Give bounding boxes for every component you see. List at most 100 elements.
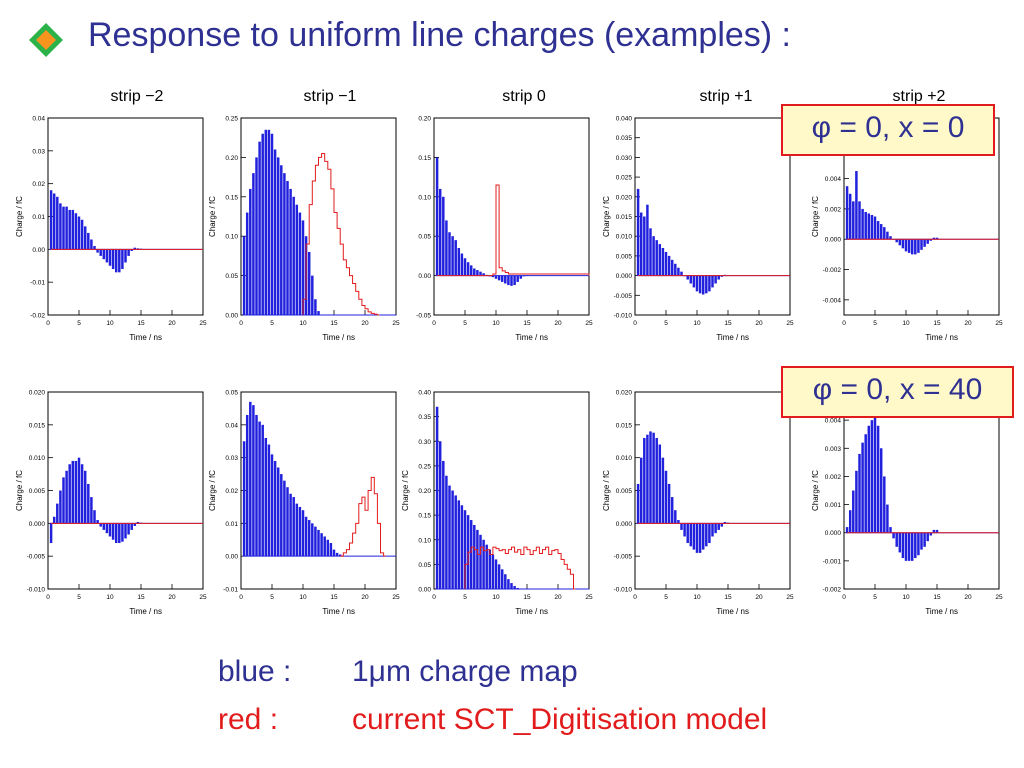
blue-bar <box>317 529 320 557</box>
x-tick-label: 20 <box>361 594 369 601</box>
blue-bar <box>876 221 880 240</box>
y-tick-label: 0.035 <box>616 135 633 142</box>
y-axis-label: Charge / fC <box>15 196 24 237</box>
y-axis-label: Charge / fC <box>401 470 410 511</box>
y-tick-label: 0.040 <box>616 116 633 123</box>
blue-bar <box>926 532 929 542</box>
y-tick-label: 0.40 <box>418 390 431 397</box>
blue-bar <box>68 464 71 524</box>
blue-bar <box>445 220 448 276</box>
blue-bar <box>307 251 311 315</box>
blue-bar <box>314 299 317 315</box>
x-tick-label: 0 <box>842 320 846 327</box>
blue-bar <box>646 434 649 524</box>
x-tick-label: 10 <box>299 594 307 601</box>
x-tick-label: 5 <box>664 594 668 601</box>
blue-bar <box>901 239 905 249</box>
x-tick-label: 15 <box>933 320 941 327</box>
blue-bar <box>469 520 473 589</box>
blue-bar <box>111 249 115 270</box>
blue-bar <box>99 249 102 256</box>
blue-bar <box>105 523 109 534</box>
blue-bar <box>261 424 264 557</box>
x-tick-label: 5 <box>463 320 467 327</box>
blue-bar <box>454 495 457 589</box>
x-tick-label: 5 <box>77 594 81 601</box>
blue-bar <box>889 527 892 533</box>
blue-bar <box>855 470 858 533</box>
blue-bar <box>280 165 283 315</box>
blue-bar <box>910 239 914 255</box>
blue-bar <box>435 406 439 589</box>
blue-bar <box>74 460 78 524</box>
y-tick-label: -0.005 <box>614 293 633 300</box>
legend-red-desc: current SCT_Digitisation model <box>352 703 768 736</box>
y-tick-label: 0.010 <box>29 455 46 462</box>
histogram-panel-8: -0.010 -0.005 0.000 0.005 0.010 0.015 0.020 0 5 1… <box>602 390 794 617</box>
blue-bar <box>636 188 640 276</box>
y-tick-label: 0.00 <box>225 313 238 320</box>
blue-bar <box>261 133 264 315</box>
blue-bar <box>664 251 668 276</box>
blue-bar <box>655 437 658 524</box>
y-tick-label: 0.01 <box>32 214 45 221</box>
y-tick-label: 0.01 <box>225 521 238 528</box>
y-axis-label: Charge / fC <box>208 196 217 237</box>
blue-bar <box>482 539 485 589</box>
blue-bar <box>652 432 655 524</box>
x-tick-label: 5 <box>664 320 668 327</box>
blue-bar <box>130 523 133 530</box>
blue-bar <box>283 173 286 315</box>
blue-bar <box>689 275 693 284</box>
blue-bar <box>686 523 689 544</box>
blue-bar <box>904 532 908 561</box>
y-tick-label: 0.001 <box>825 502 842 509</box>
blue-bar <box>677 267 680 276</box>
blue-bar <box>852 201 855 240</box>
x-tick-label: 20 <box>755 594 763 601</box>
blue-bar <box>102 249 106 260</box>
blue-bar <box>65 206 68 250</box>
legend-blue-desc: 1μm charge map <box>352 655 578 688</box>
x-axis-label: Time / ns <box>515 333 548 342</box>
blue-bar <box>488 549 492 589</box>
blue-bar <box>680 523 683 530</box>
histogram-panel-0: -0.02 -0.01 0.00 0.01 0.02 0.03 0.04 0 5 10 15 20 25… <box>15 116 207 343</box>
blue-bar <box>658 444 662 524</box>
blue-bar <box>497 275 501 281</box>
plot-frame <box>47 391 204 590</box>
x-tick-label: 20 <box>964 320 972 327</box>
x-tick-label: 25 <box>585 594 593 601</box>
blue-bar <box>643 216 646 276</box>
blue-bar <box>504 275 507 284</box>
y-tick-label: -0.002 <box>823 587 842 594</box>
blue-bar <box>867 213 871 240</box>
blue-bar <box>276 467 280 557</box>
y-tick-label: 0.005 <box>616 253 633 260</box>
y-tick-label: 0.00 <box>225 554 238 561</box>
blue-bar <box>295 503 299 557</box>
blue-bar <box>448 232 451 276</box>
blue-bar <box>255 414 258 557</box>
blue-bar <box>332 549 336 557</box>
blue-bar <box>720 523 724 527</box>
blue-bar <box>698 275 702 294</box>
blue-bar <box>258 141 261 315</box>
blue-bar <box>114 523 118 544</box>
blue-bar <box>242 236 246 315</box>
y-tick-label: -0.005 <box>614 554 633 561</box>
blue-bar <box>873 216 877 240</box>
blue-bar <box>643 437 646 524</box>
blue-bar <box>80 219 84 250</box>
blue-bar <box>292 196 295 315</box>
x-tick-label: 15 <box>137 320 145 327</box>
blue-bar <box>127 249 130 256</box>
blue-bar <box>301 220 305 315</box>
y-tick-label: 0.00 <box>418 273 431 280</box>
blue-bar <box>314 526 317 557</box>
y-tick-label: 0.03 <box>225 455 238 462</box>
x-tick-label: 10 <box>492 320 500 327</box>
blue-bar <box>845 186 849 240</box>
x-tick-label: 15 <box>137 594 145 601</box>
blue-bar <box>491 275 495 278</box>
